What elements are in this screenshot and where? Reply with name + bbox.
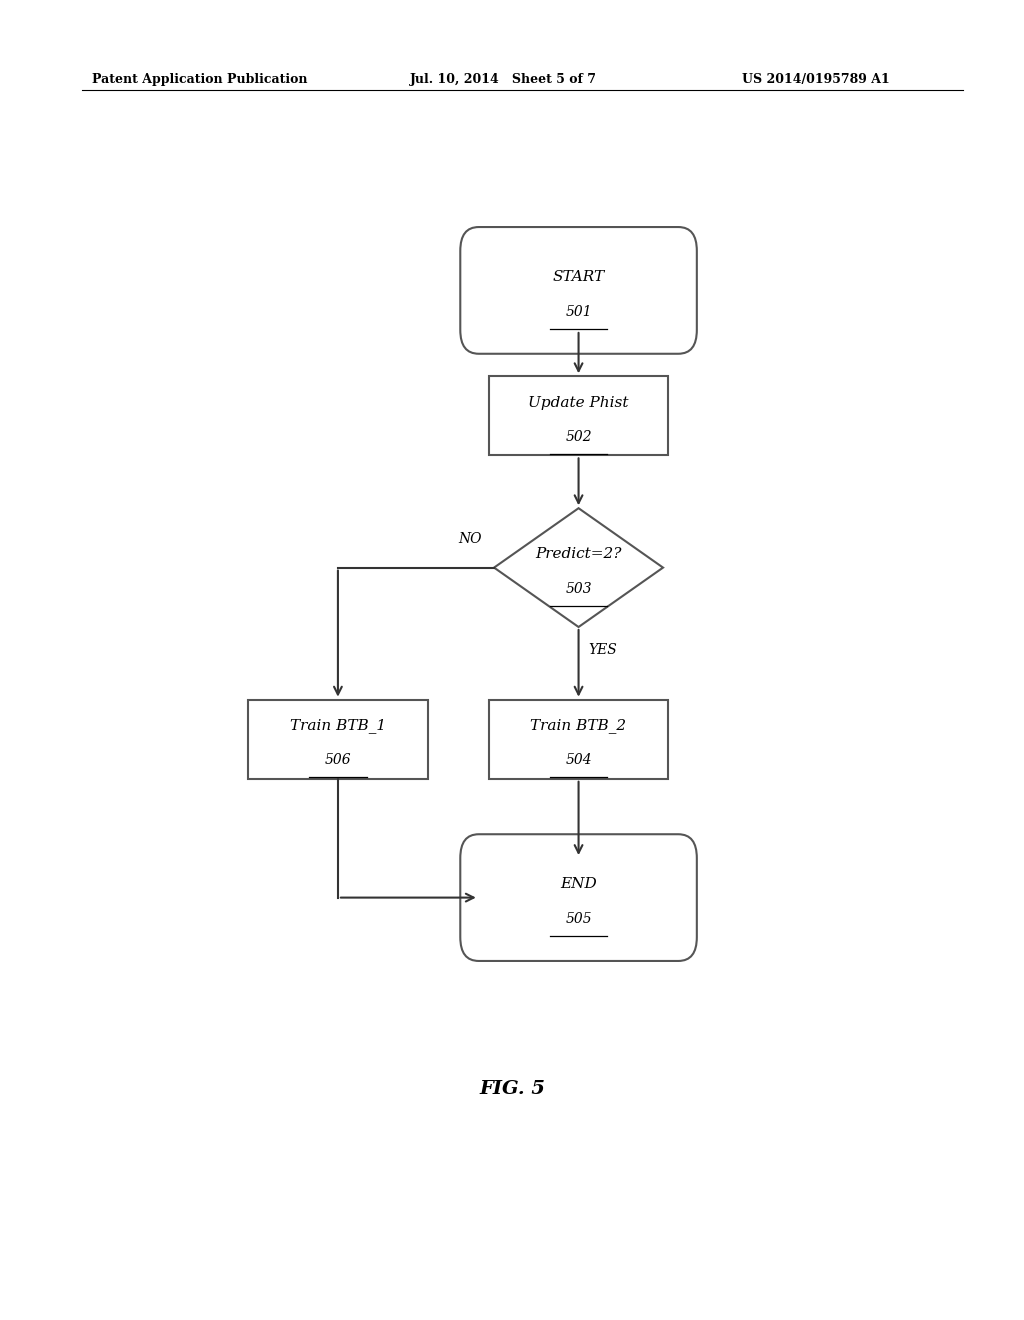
Polygon shape [494, 508, 664, 627]
Text: FIG. 5: FIG. 5 [479, 1080, 545, 1098]
Text: Predict=2?: Predict=2? [536, 548, 622, 561]
Text: START: START [553, 271, 604, 284]
Text: 504: 504 [565, 754, 592, 767]
Text: 503: 503 [565, 582, 592, 595]
Text: NO: NO [459, 532, 481, 545]
Text: 505: 505 [565, 912, 592, 925]
Text: Patent Application Publication: Patent Application Publication [92, 73, 307, 86]
Text: US 2014/0195789 A1: US 2014/0195789 A1 [742, 73, 890, 86]
Text: Train BTB_1: Train BTB_1 [290, 718, 386, 734]
Text: 506: 506 [325, 754, 351, 767]
FancyBboxPatch shape [488, 376, 668, 455]
Text: Jul. 10, 2014   Sheet 5 of 7: Jul. 10, 2014 Sheet 5 of 7 [410, 73, 597, 86]
Text: YES: YES [589, 643, 617, 657]
FancyBboxPatch shape [460, 227, 696, 354]
FancyBboxPatch shape [488, 700, 668, 779]
Text: Train BTB_2: Train BTB_2 [530, 718, 627, 734]
Text: Update Phist: Update Phist [528, 396, 629, 409]
Text: 501: 501 [565, 305, 592, 318]
Text: 502: 502 [565, 430, 592, 444]
Text: END: END [560, 878, 597, 891]
FancyBboxPatch shape [249, 700, 428, 779]
FancyBboxPatch shape [460, 834, 696, 961]
